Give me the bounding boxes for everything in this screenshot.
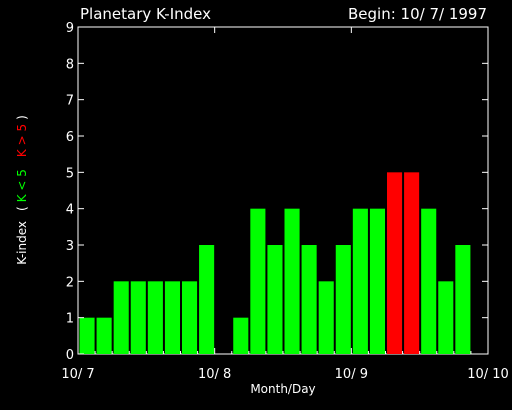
y-tick-label: 4 — [66, 203, 74, 218]
k-index-bar — [369, 208, 385, 354]
k-index-bar — [455, 245, 471, 354]
y-axis-title-main: K-index — [15, 221, 29, 265]
k-index-bar — [267, 245, 283, 354]
y-tick-label: 7 — [66, 94, 74, 109]
k-index-bar — [352, 208, 368, 354]
k-index-bar — [421, 208, 437, 354]
k-index-bar — [130, 281, 146, 354]
y-axis-title-high: K > 5 — [15, 124, 29, 157]
k-index-bar — [96, 317, 112, 354]
y-tick-label: 5 — [66, 166, 74, 181]
y-tick-label: 6 — [66, 130, 74, 145]
y-axis-title-low: K < 5 — [15, 169, 29, 202]
y-axis-title: K-index ( K < 5 K > 5) — [15, 115, 29, 265]
y-axis-title-open: ( — [15, 206, 29, 211]
k-index-bar — [284, 208, 300, 354]
y-tick-label: 3 — [66, 239, 74, 254]
k-index-bar — [79, 317, 95, 354]
chart-title: Planetary K-Index — [80, 5, 211, 23]
y-tick-label: 8 — [66, 57, 74, 72]
begin-date-label: Begin: 10/ 7/ 1997 — [348, 5, 487, 23]
k-index-bar — [182, 281, 198, 354]
x-tick-label: 10/ 7 — [61, 367, 94, 382]
k-index-bar — [147, 281, 163, 354]
x-tick-label: 10/ 9 — [335, 367, 368, 382]
x-axis-title: Month/Day — [250, 382, 315, 396]
k-index-bar — [164, 281, 180, 354]
k-index-bar — [301, 245, 317, 354]
k-index-bar — [387, 172, 403, 354]
k-index-bar — [404, 172, 420, 354]
y-tick-label: 2 — [66, 275, 74, 290]
x-tick-label: 10/ 10 — [467, 367, 509, 382]
x-axis: 10/ 7 10/ 8 10/ 9 10/ 10 — [61, 27, 509, 382]
y-axis: 0 1 2 3 4 5 6 7 8 9 — [66, 21, 488, 363]
y-tick-label: 0 — [66, 348, 74, 363]
k-index-bar — [318, 281, 334, 354]
k-index-bar — [233, 317, 249, 354]
k-index-bar — [438, 281, 454, 354]
y-tick-label: 9 — [66, 21, 74, 36]
y-axis-title-close: ) — [15, 115, 29, 120]
k-index-bar — [335, 245, 351, 354]
y-tick-label: 1 — [66, 312, 74, 327]
bars-group — [79, 172, 471, 354]
k-index-bar — [113, 281, 129, 354]
x-tick-label: 10/ 8 — [198, 367, 231, 382]
k-index-bar — [199, 245, 215, 354]
k-index-bar — [250, 208, 266, 354]
